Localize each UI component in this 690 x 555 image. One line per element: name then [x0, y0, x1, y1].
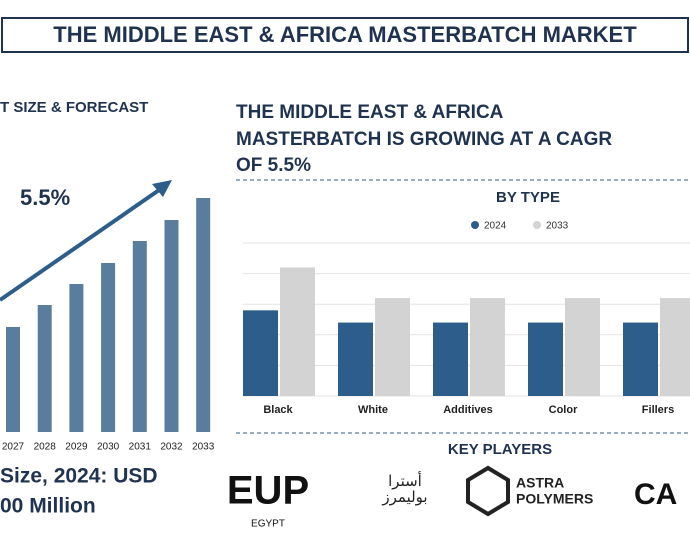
bar	[132, 241, 147, 432]
x-tick-label: Black	[263, 404, 293, 416]
bar	[69, 284, 84, 432]
x-tick-label: Color	[549, 404, 578, 416]
headline: OF 5.5%	[236, 155, 311, 176]
headline: THE MIDDLE EAST & AFRICA	[236, 102, 504, 123]
x-tick-label: Fillers	[642, 404, 674, 416]
header-title: THE MIDDLE EAST & AFRICA MASTERBATCH MAR…	[53, 22, 637, 47]
bar	[37, 305, 52, 432]
headline: MASTERBATCH IS GROWING AT A CAGR	[236, 129, 612, 150]
bar	[280, 267, 315, 396]
logo-text: EGYPT	[251, 519, 285, 530]
header-box	[1, 17, 689, 53]
x-tick-label: 2031	[129, 442, 152, 453]
x-tick-label: 2027	[2, 442, 25, 453]
bar	[623, 322, 658, 396]
x-tick-label: 2028	[34, 442, 57, 453]
logo-text: POLYMERS	[516, 491, 593, 507]
legend-swatch	[533, 221, 541, 229]
logo-text: CA	[634, 478, 677, 511]
bar	[375, 298, 410, 396]
legend-label: 2033	[546, 221, 569, 232]
bar	[164, 220, 179, 432]
bar	[433, 322, 468, 396]
left-chart-title: T SIZE & FORECAST	[0, 99, 148, 116]
bar	[6, 327, 20, 432]
right-chart-title: BY TYPE	[496, 189, 560, 206]
bar	[528, 322, 563, 396]
market-size: Size, 2024: USD	[0, 465, 158, 488]
x-tick-label: 2030	[97, 442, 120, 453]
bar	[338, 322, 373, 396]
market-size: 00 Million	[0, 495, 96, 518]
logo-text: ASTRA	[516, 475, 564, 491]
x-tick-label: 2032	[160, 442, 183, 453]
x-tick-label: Additives	[443, 404, 493, 416]
logo-mark	[466, 465, 510, 517]
arrow-head	[152, 180, 172, 197]
bar	[565, 298, 600, 396]
bar	[243, 310, 278, 396]
x-tick-label: 2029	[65, 442, 88, 453]
x-tick-label: 2033	[192, 442, 215, 453]
cagr-annotation: 5.5%	[20, 185, 70, 210]
logo-text: بوليمرز	[381, 489, 427, 506]
legend-label: 2024	[484, 221, 507, 232]
bar	[101, 263, 116, 432]
growth-arrow	[0, 186, 164, 302]
bar	[196, 198, 211, 432]
logo-text: EUP	[227, 469, 309, 513]
x-tick-label: White	[358, 404, 388, 416]
logo-text: أسترا	[388, 471, 422, 490]
legend-swatch	[471, 221, 479, 229]
bar	[660, 298, 690, 396]
bar	[470, 298, 505, 396]
key-players-title: KEY PLAYERS	[448, 441, 552, 458]
